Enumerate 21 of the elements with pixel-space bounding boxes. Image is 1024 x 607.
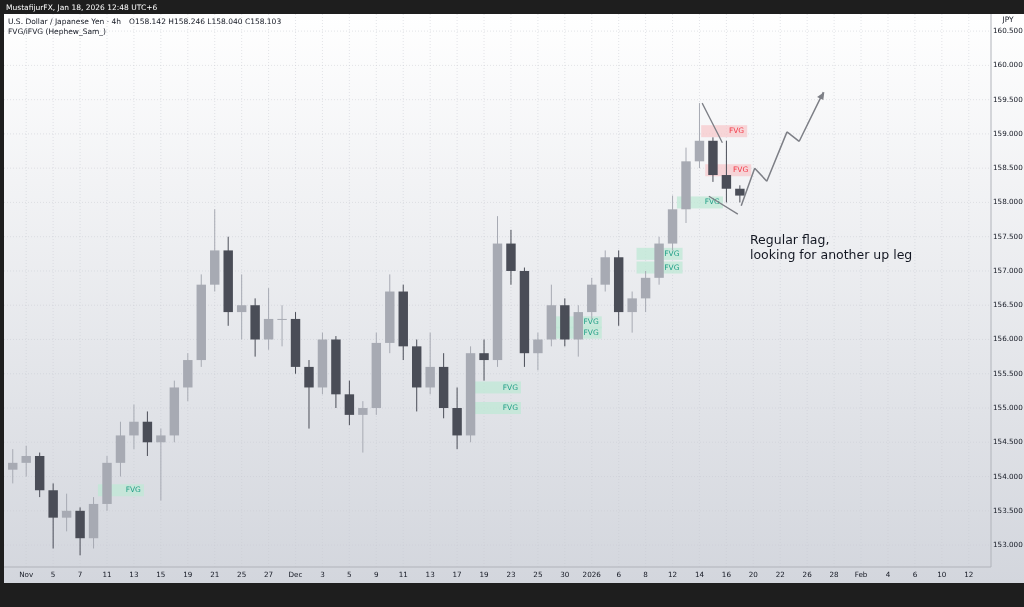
candlestick <box>344 380 355 426</box>
candlestick <box>694 102 705 169</box>
candlestick <box>277 304 287 347</box>
candlestick <box>8 448 18 484</box>
candlestick <box>735 184 745 203</box>
candlestick <box>425 332 435 395</box>
candlestick <box>236 273 247 340</box>
candlestick <box>627 291 637 334</box>
candlestick <box>142 410 153 457</box>
candlestick <box>21 445 31 478</box>
annotation: Regular flag, looking for another up leg <box>750 232 913 262</box>
candlestick <box>533 332 543 371</box>
candlestick <box>129 404 139 450</box>
candlestick <box>358 400 368 454</box>
candlestick <box>263 287 274 351</box>
candlestick <box>640 270 651 313</box>
candlestick <box>61 493 72 532</box>
candlestick <box>479 339 489 382</box>
candlestick <box>721 140 732 203</box>
candlestick <box>304 359 314 430</box>
candlestick <box>156 428 166 502</box>
